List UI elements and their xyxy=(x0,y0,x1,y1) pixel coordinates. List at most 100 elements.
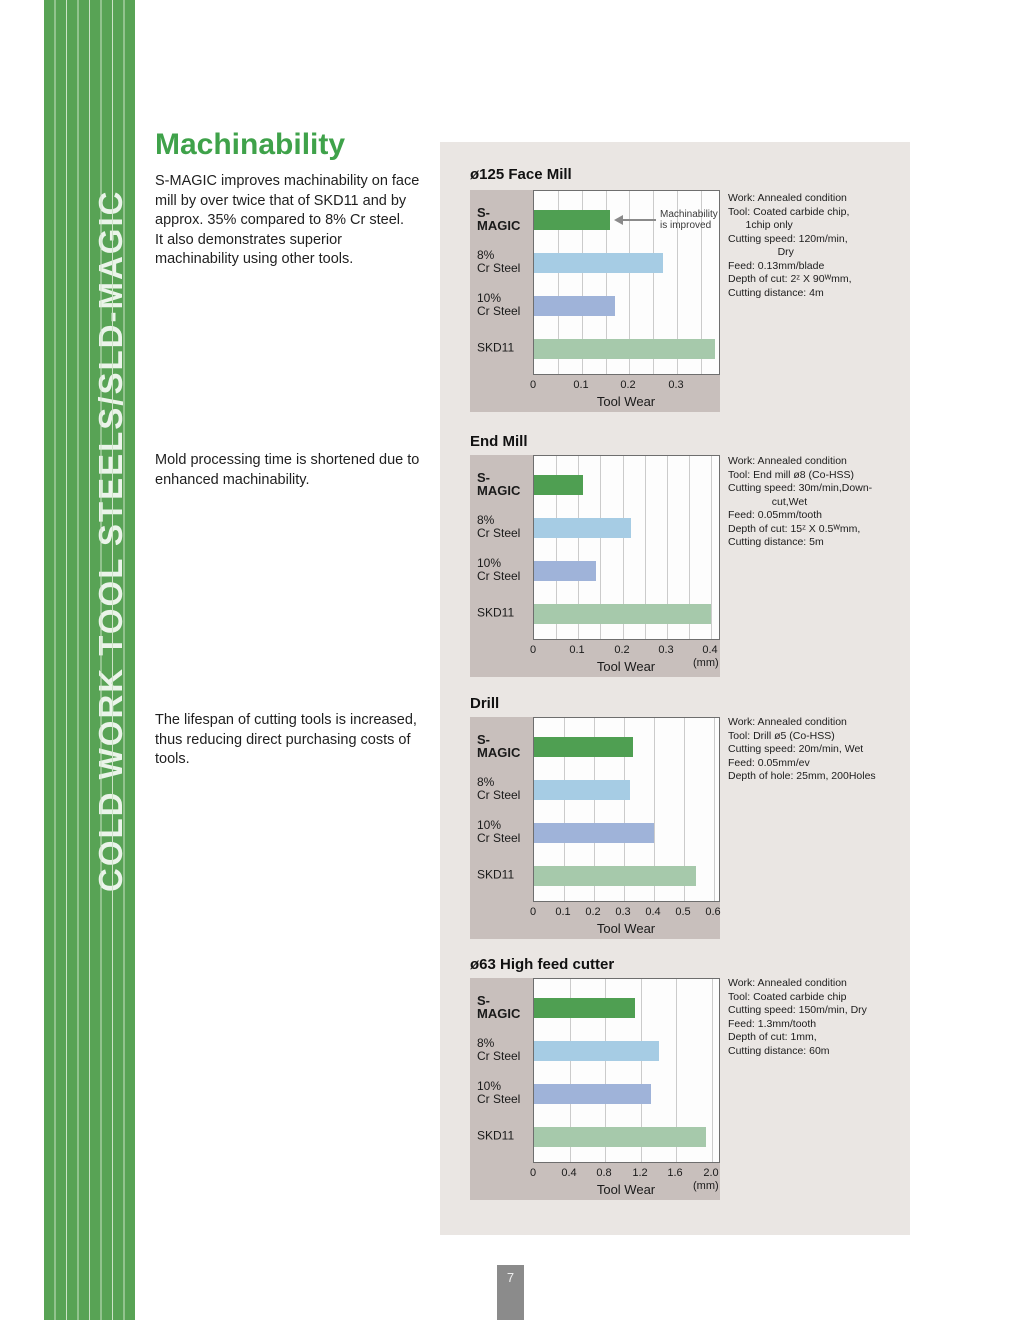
chart-bar xyxy=(534,823,654,843)
chart-xaxis-label: Tool Wear xyxy=(596,921,656,936)
chart-category-label: 8% Cr Steel xyxy=(477,1036,521,1063)
chart-block: S-MAGIC 8% Cr Steel 10% Cr Steel SKD11 0 0.1 0… xyxy=(470,455,720,677)
chart-gridline xyxy=(578,456,579,639)
machinability-arrow-icon xyxy=(622,219,656,221)
chart-bar xyxy=(534,339,715,359)
chart-tick-label: 0.1 xyxy=(555,906,571,918)
chart-gridline xyxy=(570,979,571,1162)
chart-gridline xyxy=(624,718,625,901)
chart-conditions: Work: Annealed condition Tool: Coated ca… xyxy=(728,192,852,299)
chart-gridline xyxy=(684,718,685,901)
chart-title: End Mill xyxy=(470,433,528,450)
chart-gridline xyxy=(558,191,559,374)
chart-gridline xyxy=(605,979,606,1162)
chart-bar xyxy=(534,253,663,273)
chart-tick-label: 2.0 xyxy=(703,1167,719,1179)
chart-gridline xyxy=(641,979,642,1162)
chart-category-label: 8% Cr Steel xyxy=(477,513,521,540)
chart-unit-label: (mm) xyxy=(693,657,719,669)
chart-title: Drill xyxy=(470,695,500,712)
chart-tick-label: 0.2 xyxy=(620,379,636,391)
chart-tick-label: 0.3 xyxy=(658,644,674,656)
mold-processing-paragraph: Mold processing time is shortened due to… xyxy=(155,452,420,488)
chart-tick-label: 0 xyxy=(529,644,537,656)
chart-gridline xyxy=(677,191,678,374)
chart-xaxis-label: Tool Wear xyxy=(596,394,656,409)
chart-tick-label: 0.4 xyxy=(561,1167,577,1179)
chart-conditions: Work: Annealed condition Tool: Coated ca… xyxy=(728,977,867,1057)
chart-tick-label: 0 xyxy=(529,906,537,918)
chart-xaxis-label: Tool Wear xyxy=(596,1182,656,1197)
chart-category-label: S-MAGIC xyxy=(477,732,521,760)
chart-category-label: 8% Cr Steel xyxy=(477,775,521,802)
green-striped-sidebar: COLD WORK TOOL STEELS/SLD-MAGIC xyxy=(44,0,135,1320)
chart-tick-label: 0.4 xyxy=(645,906,661,918)
chart-bar xyxy=(534,475,583,495)
chart-conditions: Work: Annealed condition Tool: End mill … xyxy=(728,455,873,548)
chart-bar xyxy=(534,1084,651,1104)
chart-gridline xyxy=(594,718,595,901)
chart-bar xyxy=(534,1041,659,1061)
chart-gridline xyxy=(667,456,668,639)
intro-paragraph: S-MAGIC improves machinability on face m… xyxy=(155,173,420,267)
chart-tick-label: 0.5 xyxy=(675,906,691,918)
chart-tick-label: 0.6 xyxy=(705,906,721,918)
chart-gridline xyxy=(629,191,630,374)
chart-category-label: 10% Cr Steel xyxy=(477,291,521,318)
chart-conditions: Work: Annealed condition Tool: Drill ø5 … xyxy=(728,716,876,782)
page-number: 7 xyxy=(506,1270,515,1285)
chart-bar xyxy=(534,1127,706,1147)
chart-title: ø63 High feed cutter xyxy=(470,956,615,973)
chart-xaxis-label: Tool Wear xyxy=(596,659,656,674)
chart-bar xyxy=(534,518,631,538)
chart-bar xyxy=(534,604,711,624)
chart-category-label: S-MAGIC xyxy=(477,993,521,1021)
chart-bar xyxy=(534,210,610,230)
chart-tick-label: 0.1 xyxy=(573,379,589,391)
chart-gridline xyxy=(653,191,654,374)
chart-category-label: 10% Cr Steel xyxy=(477,1079,521,1106)
chart-plot-area xyxy=(533,717,720,902)
chart-block: S-MAGIC 8% Cr Steel 10% Cr Steel SKD11 0 0.4 0… xyxy=(470,978,720,1200)
chart-bar xyxy=(534,866,696,886)
sidebar-vertical-title: COLD WORK TOOL STEELS/SLD-MAGIC xyxy=(92,189,129,892)
chart-category-label: 8% Cr Steel xyxy=(477,248,521,275)
chart-gridline xyxy=(645,456,646,639)
chart-tick-label: 0 xyxy=(529,1167,537,1179)
chart-title: ø125 Face Mill xyxy=(470,166,572,183)
chart-gridline xyxy=(654,718,655,901)
chart-gridline xyxy=(582,191,583,374)
chart-tick-label: 0.3 xyxy=(668,379,684,391)
chart-gridline xyxy=(600,456,601,639)
chart-block: S-MAGIC 8% Cr Steel 10% Cr Steel SKD11 0 0.1 0… xyxy=(470,717,721,939)
chart-tick-label: 1.6 xyxy=(667,1167,683,1179)
chart-tick-label: 0.2 xyxy=(585,906,601,918)
chart-tick-label: 0.8 xyxy=(596,1167,612,1179)
chart-category-label: 10% Cr Steel xyxy=(477,556,521,583)
machinability-arrowhead-icon xyxy=(614,215,623,225)
chart-tick-label: 1.2 xyxy=(632,1167,648,1179)
chart-bar xyxy=(534,561,596,581)
chart-category-label: S-MAGIC xyxy=(477,205,521,233)
chart-plot-area xyxy=(533,978,720,1163)
chart-tick-label: 0.3 xyxy=(615,906,631,918)
chart-plot-area: Machinability is improved xyxy=(533,190,720,375)
chart-category-label: S-MAGIC xyxy=(477,470,521,498)
chart-category-label: SKD11 xyxy=(477,340,515,355)
chart-bar xyxy=(534,998,635,1018)
chart-tick-label: 0.1 xyxy=(569,644,585,656)
chart-gridline xyxy=(711,456,712,639)
chart-category-label: SKD11 xyxy=(477,1128,515,1143)
page-title: Machinability xyxy=(155,128,346,161)
chart-category-label: 10% Cr Steel xyxy=(477,818,521,845)
chart-gridline xyxy=(623,456,624,639)
chart-block: Machinability is improved S-MAGIC 8% Cr St… xyxy=(470,190,720,412)
chart-gridline xyxy=(701,191,702,374)
chart-plot-area xyxy=(533,455,720,640)
chart-gridline xyxy=(556,456,557,639)
chart-gridline xyxy=(712,979,713,1162)
chart-bar xyxy=(534,780,630,800)
chart-gridline xyxy=(689,456,690,639)
chart-unit-label: (mm) xyxy=(693,1180,719,1192)
